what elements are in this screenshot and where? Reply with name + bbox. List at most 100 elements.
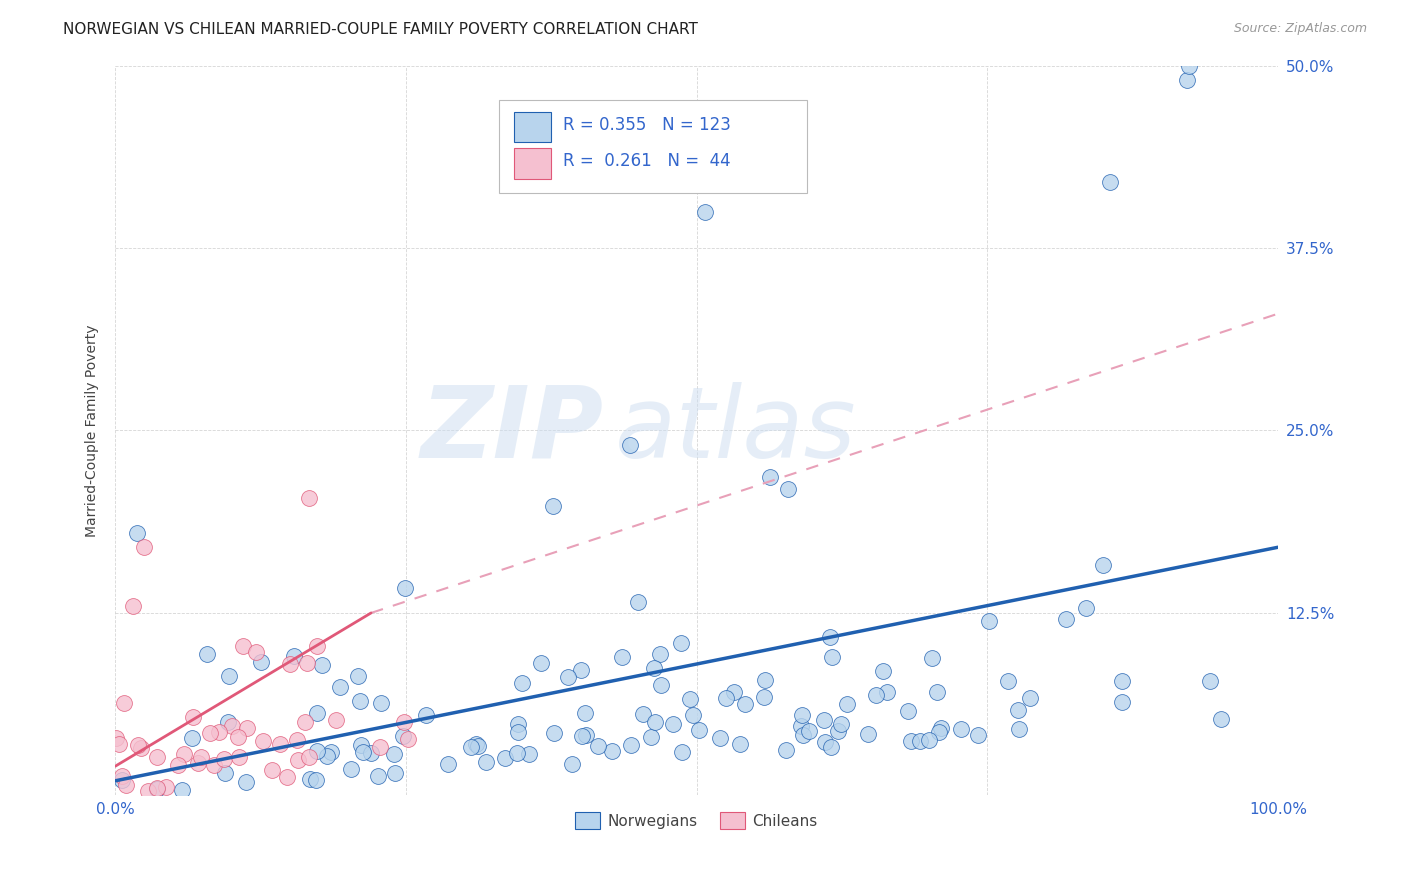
Point xyxy=(232,639,254,653)
Point xyxy=(316,748,339,763)
Point xyxy=(260,763,283,777)
Point xyxy=(226,730,249,744)
Point xyxy=(370,697,392,711)
Point xyxy=(1007,703,1029,717)
Point xyxy=(217,715,239,730)
Point xyxy=(110,770,132,784)
Point xyxy=(235,722,257,736)
Point xyxy=(619,438,641,452)
Point xyxy=(505,746,527,760)
Point xyxy=(928,725,950,739)
Point xyxy=(1019,691,1042,706)
Text: atlas: atlas xyxy=(616,382,856,479)
Point xyxy=(792,728,814,742)
Point xyxy=(367,769,389,783)
Point xyxy=(181,710,204,724)
Point xyxy=(146,749,169,764)
Point xyxy=(908,734,931,748)
Point xyxy=(146,782,169,797)
Legend: Norwegians, Chileans: Norwegians, Chileans xyxy=(569,806,824,835)
Point xyxy=(561,757,583,772)
Point xyxy=(180,731,202,745)
Point xyxy=(173,747,195,761)
Point xyxy=(1175,73,1198,87)
Point xyxy=(644,714,666,729)
Text: R = 0.355   N = 123: R = 0.355 N = 123 xyxy=(562,116,731,134)
Point xyxy=(190,749,212,764)
Point xyxy=(896,704,918,718)
Point xyxy=(997,673,1019,688)
Point xyxy=(110,772,132,787)
Point xyxy=(574,706,596,721)
Point xyxy=(187,756,209,770)
Text: ZIP: ZIP xyxy=(420,382,603,479)
Point xyxy=(299,772,322,786)
Point xyxy=(329,680,352,694)
Point xyxy=(517,747,540,761)
Point xyxy=(347,669,370,683)
Point xyxy=(949,722,972,736)
Point xyxy=(900,734,922,748)
Point xyxy=(759,470,782,484)
Point xyxy=(1177,59,1199,73)
Point xyxy=(155,780,177,794)
Point xyxy=(105,731,128,746)
Point xyxy=(307,706,329,720)
Point xyxy=(218,669,240,683)
Point xyxy=(643,660,665,674)
Point xyxy=(228,750,250,764)
Point xyxy=(112,696,135,710)
Point xyxy=(506,725,529,739)
Point xyxy=(571,729,593,743)
Point xyxy=(349,739,371,753)
Point xyxy=(830,716,852,731)
Point xyxy=(792,708,814,723)
Point xyxy=(799,724,821,739)
Point xyxy=(132,541,155,555)
Point xyxy=(648,647,671,661)
Point xyxy=(325,713,347,727)
Point xyxy=(835,697,858,711)
Y-axis label: Married-Couple Family Poverty: Married-Couple Family Poverty xyxy=(86,325,100,537)
Point xyxy=(872,665,894,679)
Point xyxy=(716,691,738,706)
Text: Source: ZipAtlas.com: Source: ZipAtlas.com xyxy=(1233,22,1367,36)
Point xyxy=(627,595,650,609)
Point xyxy=(929,721,952,735)
Point xyxy=(384,765,406,780)
Point xyxy=(1008,722,1031,736)
Point xyxy=(283,649,305,664)
Point xyxy=(245,645,267,659)
Text: NORWEGIAN VS CHILEAN MARRIED-COUPLE FAMILY POVERTY CORRELATION CHART: NORWEGIAN VS CHILEAN MARRIED-COUPLE FAMI… xyxy=(63,22,699,37)
Point xyxy=(280,657,302,672)
Point xyxy=(114,777,136,791)
Point xyxy=(202,758,225,772)
Point xyxy=(269,737,291,751)
Point xyxy=(814,735,837,749)
Point xyxy=(129,740,152,755)
Point xyxy=(465,737,488,751)
Point xyxy=(436,757,458,772)
Point xyxy=(650,677,672,691)
Text: R =  0.261   N =  44: R = 0.261 N = 44 xyxy=(562,153,731,170)
Point xyxy=(298,750,321,764)
Point xyxy=(394,581,416,595)
Point xyxy=(752,690,775,704)
Point xyxy=(541,499,564,513)
Point xyxy=(208,724,231,739)
FancyBboxPatch shape xyxy=(515,112,551,142)
Point xyxy=(1211,713,1233,727)
Point xyxy=(294,714,316,729)
Point xyxy=(127,738,149,752)
Point xyxy=(921,651,943,665)
Point xyxy=(252,734,274,748)
Point xyxy=(305,639,328,653)
Point xyxy=(754,673,776,687)
Point xyxy=(821,649,844,664)
Point xyxy=(198,726,221,740)
Point xyxy=(396,731,419,746)
FancyBboxPatch shape xyxy=(515,148,551,178)
Point xyxy=(1198,674,1220,689)
Point xyxy=(600,744,623,758)
Point xyxy=(679,692,702,706)
